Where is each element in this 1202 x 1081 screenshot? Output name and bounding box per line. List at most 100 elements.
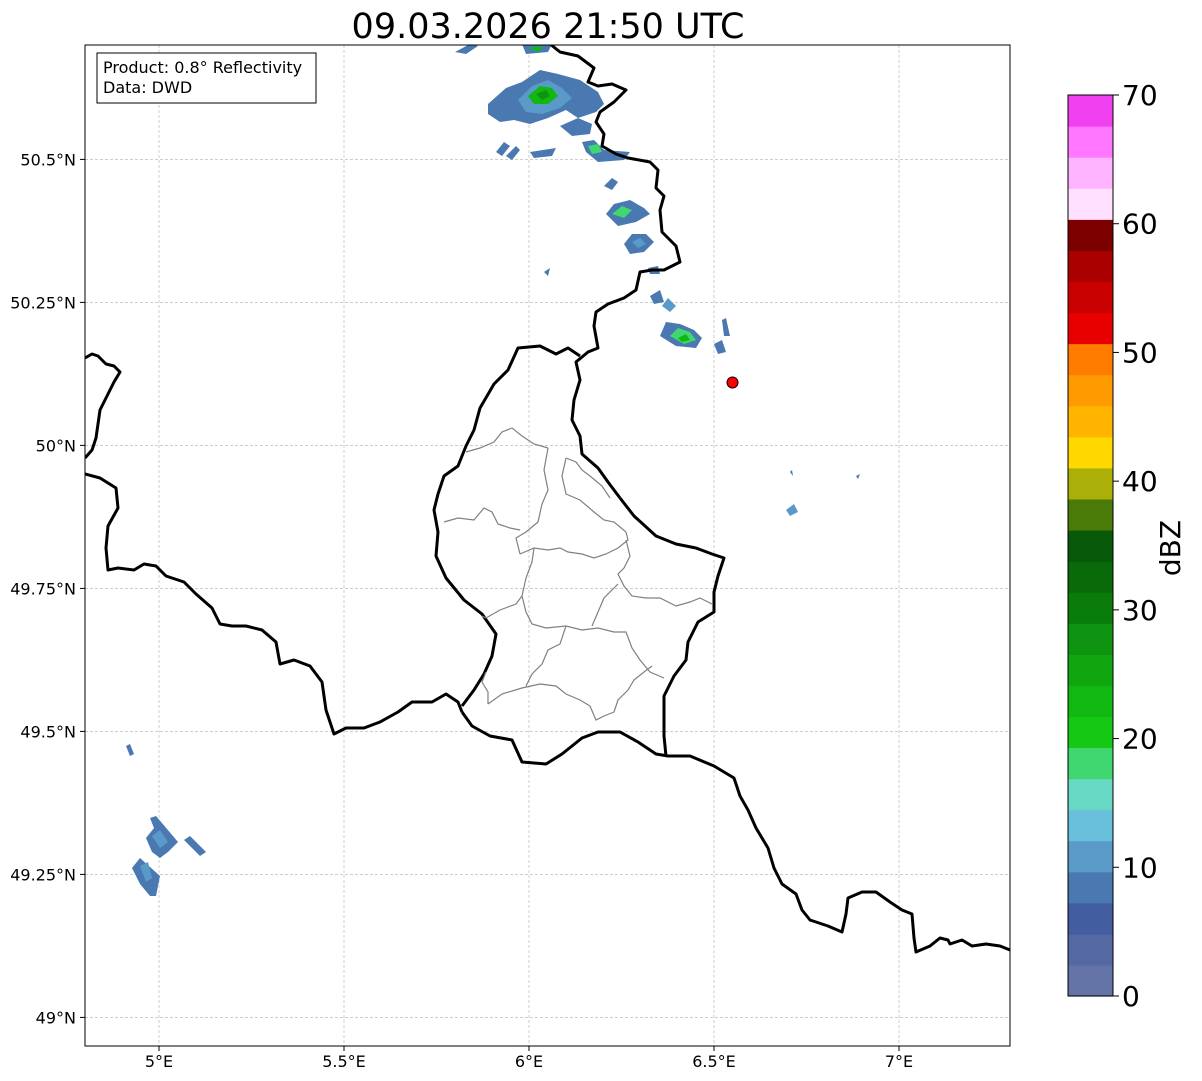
colorbar-tick-label: 40 [1122, 465, 1158, 498]
radar-echo [455, 45, 478, 54]
y-tick-label: 49.5°N [20, 722, 76, 741]
y-tick-label: 49.25°N [10, 865, 76, 884]
radar-echo [790, 470, 793, 476]
colorbar-tick-label: 10 [1122, 851, 1158, 884]
x-tick-label: 6.5°E [692, 1052, 736, 1071]
colorbar-tick-label: 0 [1122, 980, 1140, 1013]
radar-echo [856, 474, 860, 479]
longitude-axis: 5°E 5.5°E 6°E 6.5°E 7°E [145, 1046, 913, 1071]
radar-echo [612, 206, 632, 218]
admin-boundary [525, 625, 567, 687]
colorbar-scale [1068, 95, 1113, 997]
admin-boundaries [443, 427, 713, 721]
radar-echo [662, 298, 676, 312]
radar-echo [530, 148, 556, 158]
border-belgium-luxembourg [432, 344, 581, 707]
colorbar-tick-label: 50 [1122, 336, 1158, 369]
graticule-grid [85, 45, 1010, 1046]
colorbar-cell [1068, 157, 1113, 189]
radar-echo [714, 340, 726, 354]
admin-boundary [443, 507, 521, 531]
admin-boundary [591, 583, 619, 627]
admin-boundary [481, 671, 489, 704]
colorbar-tick-label: 70 [1122, 79, 1158, 112]
colorbar-cell [1068, 312, 1113, 345]
radar-echo [126, 744, 134, 756]
radar-echo [506, 146, 520, 160]
latitude-axis: 49°N 49.25°N 49.5°N 49.75°N 50°N 50.25°N 50.5°… [10, 150, 85, 1027]
radar-echo [152, 830, 168, 848]
admin-boundary [481, 547, 535, 619]
colorbar-cell [1068, 95, 1113, 127]
colorbar-cell [1068, 436, 1113, 469]
admin-boundary [465, 427, 549, 453]
colorbar-cell [1068, 561, 1113, 593]
info-box: Product: 0.8° Reflectivity Data: DWD [96, 52, 317, 104]
border-luxembourg-germany [618, 497, 726, 757]
radar-echo [650, 290, 664, 304]
map-background [85, 45, 1010, 1046]
colorbar-cell [1068, 250, 1113, 283]
y-tick-label: 50°N [36, 436, 76, 455]
radar-echo [588, 144, 602, 154]
colorbar-cell [1068, 281, 1113, 314]
radar-echo [544, 268, 550, 276]
data-source-label: Data: DWD [103, 78, 192, 97]
x-tick-label: 5.5°E [322, 1052, 366, 1071]
y-tick-label: 49°N [36, 1008, 76, 1027]
admin-boundary [565, 457, 611, 499]
colorbar-ticks: 0 10 20 30 40 50 60 70 [1113, 79, 1158, 1013]
radar-echo [786, 504, 798, 516]
border-france-belgium [85, 472, 464, 736]
radar-echoes [126, 45, 860, 896]
colorbar-cell [1068, 592, 1113, 624]
map-panel: Product: 0.8° Reflectivity Data: DWD 5°E… [10, 44, 1011, 1071]
radar-echo [678, 334, 690, 342]
colorbar-cell [1068, 498, 1113, 531]
colorbar-cell [1068, 716, 1113, 749]
location-marker [726, 376, 739, 389]
border-france-luxembourg-germany [460, 711, 1010, 954]
map-frame [84, 44, 1011, 1047]
country-borders [85, 45, 1010, 954]
radar-echo [632, 238, 646, 248]
colorbar-label: dBZ [1154, 520, 1187, 576]
colorbar-tick-label: 20 [1122, 723, 1158, 756]
border-belgium-germany [549, 45, 682, 499]
colorbar-cell [1068, 467, 1113, 500]
colorbar-frame [1067, 94, 1114, 997]
admin-boundary [519, 531, 629, 559]
radar-echo [528, 46, 542, 52]
colorbar-cell [1068, 405, 1113, 438]
colorbar-cell [1068, 188, 1113, 220]
radar-echo [604, 178, 618, 190]
border-france-belgium-west [85, 352, 122, 459]
colorbar-cell [1068, 809, 1113, 842]
x-tick-label: 6°E [515, 1052, 543, 1071]
colorbar-cell [1068, 374, 1113, 407]
radar-echo [536, 90, 550, 100]
colorbar-tick-label: 30 [1122, 594, 1158, 627]
colorbar-cell [1068, 219, 1113, 251]
admin-boundary [613, 665, 653, 713]
radar-echo [560, 118, 592, 136]
colorbar-tick-label: 60 [1122, 208, 1158, 241]
colorbar-cell [1068, 343, 1113, 376]
admin-boundary [515, 447, 549, 555]
radar-echo [184, 836, 206, 856]
colorbar-cell [1068, 902, 1113, 935]
radar-echo [140, 862, 152, 882]
y-tick-label: 50.25°N [10, 293, 76, 312]
colorbar-cell [1068, 840, 1113, 873]
admin-boundary [521, 595, 665, 679]
admin-boundary [617, 539, 713, 607]
radar-echo [496, 142, 510, 156]
colorbar: 0 10 20 30 40 50 60 70 dBZ [1067, 79, 1187, 1013]
radar-echo [722, 318, 730, 336]
y-tick-label: 49.75°N [10, 579, 76, 598]
figure-title: 09.03.2026 21:50 UTC [352, 7, 745, 47]
product-label: Product: 0.8° Reflectivity [103, 58, 302, 77]
admin-boundary [561, 457, 627, 533]
colorbar-cell [1068, 871, 1113, 904]
